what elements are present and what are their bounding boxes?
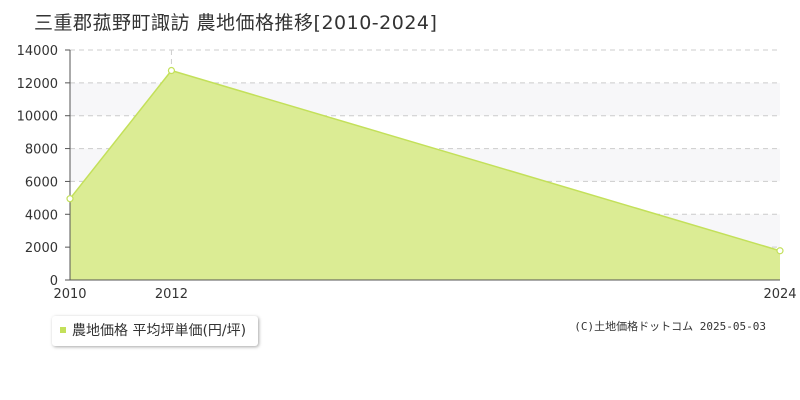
data-point [776,247,784,255]
axes [65,49,780,281]
y-tick-label: 12000 [17,77,58,92]
legend-swatch-icon [60,327,66,333]
x-tick-label: 2012 [155,287,188,302]
data-point [66,195,74,203]
data-point [167,66,176,75]
data-markers [66,66,784,255]
chart-title: 三重郡菰野町諏訪 農地価格推移[2010-2024] [34,12,438,34]
y-tick-label: 2000 [25,241,58,256]
x-axis-tick-labels: 2010 2012 2024 [53,287,796,302]
x-tick-label: 2010 [53,287,86,302]
legend-label: 農地価格 平均坪単価(円/坪) [72,323,247,339]
series-area [70,70,780,281]
y-tick-label: 10000 [17,110,58,125]
y-tick-label: 4000 [25,208,58,223]
y-tick-label: 0 [50,274,58,289]
legend: 農地価格 平均坪単価(円/坪) [52,316,259,346]
copyright-text: (C)土地価格ドットコム 2025-05-03 [574,320,766,333]
y-tick-label: 8000 [25,143,58,158]
y-tick-label: 6000 [25,175,58,190]
y-tick-label: 14000 [17,44,58,59]
y-axis-tick-labels: 0 2000 4000 6000 8000 10000 12000 14000 [17,44,58,289]
x-tick-label: 2024 [763,287,796,302]
